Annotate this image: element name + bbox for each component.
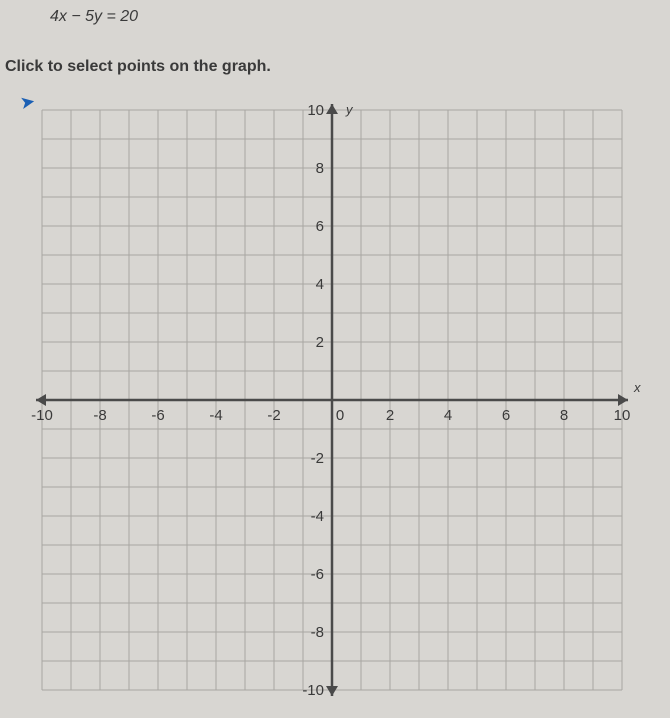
svg-text:-10: -10 [302,682,324,699]
svg-text:2: 2 [316,334,324,351]
svg-text:-6: -6 [151,407,164,424]
svg-text:-2: -2 [267,407,280,424]
coordinate-graph[interactable]: -10-8-6-4-20246810-10-8-6-4-2246810yx [20,100,650,700]
svg-text:x: x [633,380,641,395]
svg-text:10: 10 [614,407,631,424]
svg-text:6: 6 [316,218,324,235]
svg-text:-4: -4 [311,508,324,525]
svg-text:8: 8 [316,160,324,177]
svg-text:-8: -8 [311,624,324,641]
svg-text:10: 10 [307,102,324,119]
svg-text:-6: -6 [311,566,324,583]
svg-text:0: 0 [336,407,344,424]
svg-text:2: 2 [386,407,394,424]
svg-text:6: 6 [502,407,510,424]
equation-text: 4x − 5y = 20 [50,8,138,26]
svg-text:-4: -4 [209,407,222,424]
svg-text:4: 4 [444,407,452,424]
svg-text:4: 4 [316,276,324,293]
svg-text:-8: -8 [93,407,106,424]
svg-text:8: 8 [560,407,568,424]
svg-text:-10: -10 [31,407,53,424]
instruction-text: Click to select points on the graph. [5,58,271,76]
svg-text:-2: -2 [311,450,324,467]
